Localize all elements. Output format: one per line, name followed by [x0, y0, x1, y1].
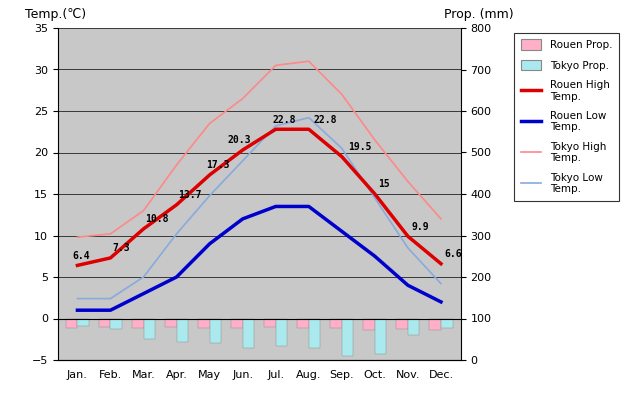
Bar: [231, 318, 243, 328]
Text: 6.4: 6.4: [72, 251, 90, 261]
Text: 13.7: 13.7: [178, 190, 202, 200]
Bar: [243, 318, 254, 348]
Text: Temp.(℃): Temp.(℃): [26, 8, 86, 21]
Bar: [177, 318, 188, 342]
Bar: [330, 318, 342, 328]
Text: 22.8: 22.8: [314, 115, 337, 125]
Text: 17.3: 17.3: [206, 160, 230, 170]
Text: 19.5: 19.5: [348, 142, 372, 152]
Text: 10.8: 10.8: [145, 214, 169, 224]
Bar: [111, 318, 122, 329]
Bar: [408, 318, 419, 335]
Bar: [441, 318, 452, 328]
Bar: [308, 318, 321, 348]
Text: 7.3: 7.3: [112, 243, 130, 253]
Legend: Rouen Prop., Tokyo Prop., Rouen High
Temp., Rouen Low
Temp., Tokyo High
Temp., T: Rouen Prop., Tokyo Prop., Rouen High Tem…: [515, 33, 618, 201]
Bar: [99, 318, 111, 327]
Bar: [429, 318, 441, 330]
Bar: [143, 318, 155, 339]
Bar: [198, 318, 210, 328]
Bar: [210, 318, 221, 343]
Bar: [276, 318, 287, 346]
Text: 6.6: 6.6: [444, 249, 462, 259]
Text: Prop. (mm): Prop. (mm): [444, 8, 513, 21]
Bar: [264, 318, 276, 327]
Text: 15: 15: [378, 179, 390, 189]
Text: 22.8: 22.8: [273, 115, 296, 125]
Bar: [132, 318, 143, 328]
Bar: [396, 318, 408, 329]
Bar: [77, 318, 89, 326]
Text: 9.9: 9.9: [412, 222, 429, 232]
Bar: [165, 318, 177, 327]
Bar: [364, 318, 375, 330]
Bar: [342, 318, 353, 356]
Bar: [297, 318, 308, 328]
Bar: [66, 318, 77, 328]
Bar: [375, 318, 387, 354]
Text: 20.3: 20.3: [228, 135, 252, 145]
